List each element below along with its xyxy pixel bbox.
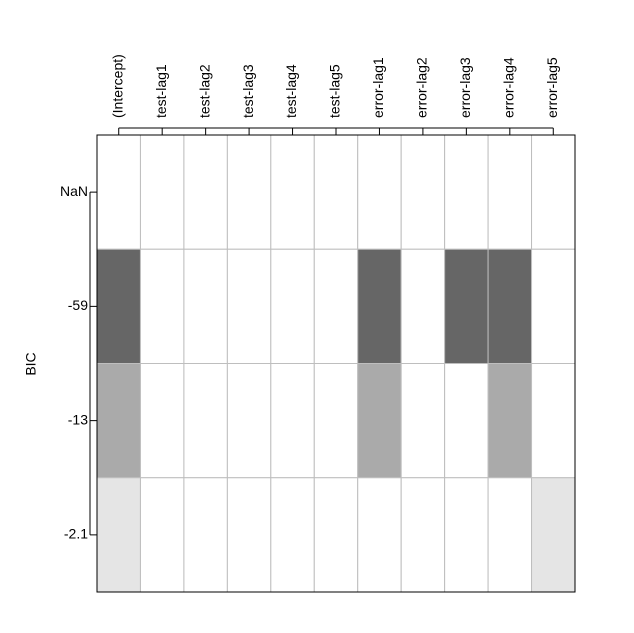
x-tick-label: error-lag3	[457, 57, 473, 118]
cell	[531, 363, 576, 479]
x-tick-label: (Intercept)	[109, 54, 125, 118]
x-tick-label: error-lag2	[414, 57, 430, 118]
cell	[313, 248, 359, 364]
cell	[139, 248, 185, 364]
plot-frame	[96, 134, 576, 593]
x-tick-label: test-lag1	[153, 64, 169, 118]
cell	[313, 363, 359, 479]
y-tick-label: -2.1	[64, 526, 88, 542]
cell	[487, 363, 533, 479]
cell	[139, 134, 185, 250]
cell	[400, 363, 446, 479]
x-tick-label: error-lag5	[544, 57, 560, 118]
x-tick-label: test-lag5	[327, 64, 343, 118]
y-tick-label: -13	[68, 411, 88, 427]
cell	[357, 477, 402, 593]
x-tick-label: error-lag1	[370, 57, 386, 118]
cell	[531, 477, 576, 593]
cell	[487, 477, 533, 593]
cell	[96, 477, 141, 593]
cell	[270, 248, 315, 364]
cell	[313, 477, 359, 593]
x-tick-label: test-lag3	[240, 64, 256, 118]
cell	[270, 477, 315, 593]
cell	[226, 248, 272, 364]
cell	[357, 363, 402, 479]
cell	[400, 477, 446, 593]
cell	[487, 248, 533, 364]
cell	[183, 363, 228, 479]
cell	[96, 134, 141, 250]
cell	[96, 363, 141, 479]
cell	[313, 134, 359, 250]
cell	[226, 363, 272, 479]
x-tick-label: error-lag4	[501, 57, 517, 118]
cell	[183, 477, 228, 593]
cell	[444, 363, 489, 479]
cell	[139, 363, 185, 479]
cell	[183, 248, 228, 364]
cell	[96, 248, 141, 364]
cell	[139, 477, 185, 593]
cell	[400, 134, 446, 250]
cell	[444, 134, 489, 250]
y-axis-label: BIC	[23, 352, 39, 375]
y-tick-label: NaN	[60, 183, 88, 199]
cell	[444, 248, 489, 364]
cell	[226, 134, 272, 250]
cell	[357, 248, 402, 364]
cell	[226, 477, 272, 593]
cell	[444, 477, 489, 593]
cell	[270, 363, 315, 479]
cell	[531, 248, 576, 364]
x-tick-label: test-lag2	[196, 64, 212, 118]
cell	[531, 134, 576, 250]
y-tick-label: -59	[68, 297, 88, 313]
cell	[357, 134, 402, 250]
cell	[487, 134, 533, 250]
cell	[270, 134, 315, 250]
cell	[400, 248, 446, 364]
cell	[183, 134, 228, 250]
x-tick-label: test-lag4	[283, 64, 299, 118]
